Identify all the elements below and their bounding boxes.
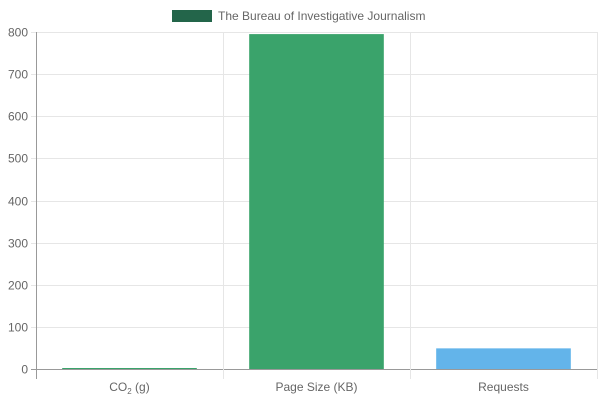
y-tick-label: 200	[8, 279, 28, 293]
y-tick-label: 0	[21, 363, 28, 377]
y-tick-label: 600	[8, 110, 28, 124]
y-tick-label: 800	[8, 26, 28, 40]
legend-label: The Bureau of Investigative Journalism	[218, 9, 425, 23]
legend-swatch	[172, 10, 212, 22]
x-tick-label: CO2 (g)	[109, 380, 149, 396]
y-tick-label: 100	[8, 321, 28, 335]
bar-1[interactable]	[249, 34, 384, 369]
y-tick-label: 400	[8, 195, 28, 209]
y-tick-label: 300	[8, 237, 28, 251]
x-tick-label: Page Size (KB)	[275, 380, 357, 394]
axis-layer: 0 100 200 300 400 500 600 700 800 CO2 (g) Page Siz…	[8, 26, 529, 397]
x-tick-label: Requests	[478, 380, 529, 394]
bar-layer	[62, 34, 571, 369]
bar-0[interactable]	[62, 368, 197, 369]
legend[interactable]: The Bureau of Investigative Journalism	[172, 9, 425, 23]
bar-2[interactable]	[436, 348, 571, 369]
y-tick-label: 700	[8, 68, 28, 82]
y-tick-label: 500	[8, 152, 28, 166]
